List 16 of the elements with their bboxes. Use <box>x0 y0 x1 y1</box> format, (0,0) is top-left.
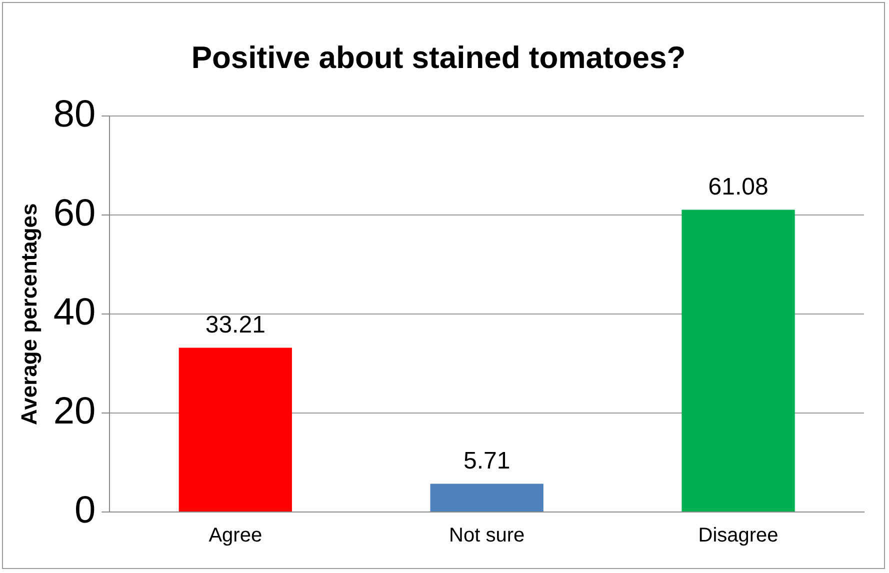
y-tick-label: 40 <box>53 292 96 334</box>
y-tick-label: 0 <box>74 489 96 532</box>
y-tick-label: 20 <box>53 390 96 433</box>
bar <box>430 484 544 512</box>
data-label: 5.71 <box>463 447 510 474</box>
chart-title: Positive about stained tomatoes? <box>191 40 686 76</box>
bar <box>178 348 292 512</box>
y-tick-label: 60 <box>53 192 96 235</box>
data-label: 61.08 <box>708 173 768 200</box>
bar <box>682 210 795 512</box>
data-label: 33.21 <box>205 311 266 338</box>
y-tick-label: 80 <box>53 94 96 136</box>
x-tick-label: Agree <box>208 524 262 547</box>
x-tick-label: Not sure <box>449 524 525 547</box>
y-axis-title: Average percentages <box>16 203 42 425</box>
x-tick-label: Disagree <box>698 524 778 547</box>
